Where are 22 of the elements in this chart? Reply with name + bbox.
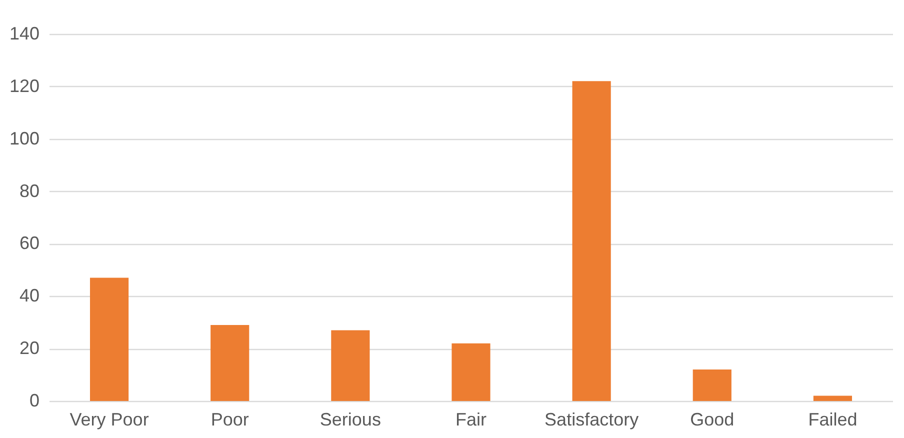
y-tick-label: 40 [19,286,40,306]
y-tick-label: 20 [19,338,40,358]
bar [331,330,370,401]
x-tick-label: Very Poor [70,410,149,430]
bar [692,370,732,401]
bar [210,324,250,401]
x-tick-label: Poor [210,410,249,430]
y-tick-label: 0 [29,390,40,410]
x-tick-label: Good [690,410,734,430]
y-tick-label: 140 [9,24,40,44]
y-tick-label: 60 [19,233,40,254]
x-tick-label: Satisfactory [544,410,639,430]
x-tick-label: Failed [808,410,858,430]
y-tick-label: 100 [9,128,40,148]
bar [452,343,490,401]
x-tick-label: Serious [320,410,381,430]
bar [90,278,129,401]
x-tick-label: Fair [456,410,487,430]
y-tick-label: 120 [9,76,40,96]
bar [813,396,852,401]
y-tick-label: 80 [19,180,40,201]
bar [572,81,611,401]
